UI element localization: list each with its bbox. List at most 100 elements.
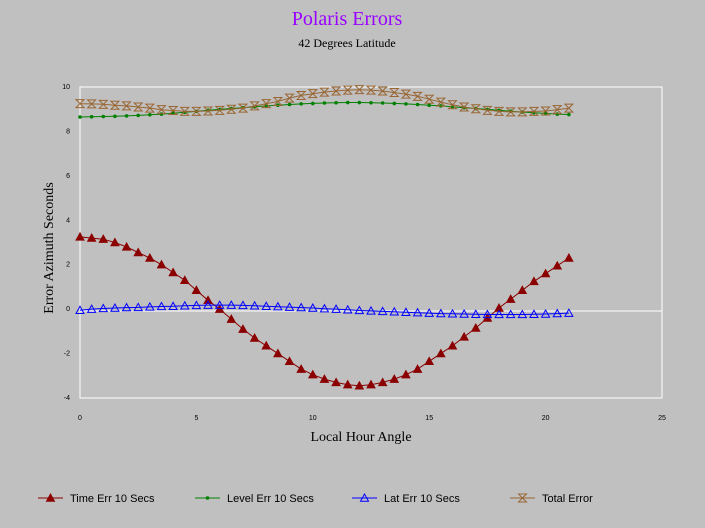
data-point [284,302,295,311]
y-tick-label: 8 [66,128,70,135]
data-point [168,267,178,277]
data-point [238,324,248,333]
axis-ticks: 0 5 10 15 20 25 -4 -2 0 2 4 6 8 10 [62,84,666,422]
data-point [124,114,129,118]
data-point [447,100,458,110]
data-point [435,348,446,358]
data-point [168,301,178,310]
legend-label: Level Err 10 Secs [227,493,314,505]
data-point [287,102,292,107]
x-tick-label: 0 [78,415,82,422]
data-point [424,356,435,366]
data-point [517,107,528,117]
legend-marker [359,492,370,502]
data-point [552,260,563,270]
data-point [357,100,362,105]
data-point [311,101,315,106]
data-point [366,305,376,315]
data-point [121,101,132,111]
data-point [529,276,539,286]
data-point [273,301,283,311]
data-point [482,105,493,115]
data-point [366,379,376,389]
data-point [132,102,144,112]
legend-item: Lat Err 10 Secs [352,492,460,505]
data-point [342,304,353,314]
data-point [98,99,109,109]
data-point [459,309,469,318]
data-point [447,340,458,350]
y-axis-label: Error Azimuth Seconds [42,182,57,313]
data-point [470,322,481,332]
data-point [552,308,563,318]
data-point [369,100,373,105]
data-point [494,309,504,319]
data-point [505,107,516,117]
y-tick-label: -2 [64,351,70,358]
data-point [354,380,365,390]
data-point [400,89,412,99]
data-point [226,300,237,309]
data-point [307,369,318,379]
series-line [79,304,569,315]
legend: Time Err 10 Secs Level Err 10 Secs Lat Err… [38,492,593,505]
data-point [365,85,377,95]
data-point [249,300,260,310]
data-point [470,309,481,318]
data-point [564,253,574,262]
x-tick-label: 20 [542,415,550,422]
data-point [447,308,458,318]
y-tick-label: 10 [62,84,70,91]
data-point [307,303,318,312]
data-point [435,308,446,318]
x-tick-label: 10 [309,415,317,422]
data-point [380,101,385,105]
data-point [237,103,249,113]
data-point [564,308,574,317]
data-point [319,87,330,97]
legend-marker [45,492,56,502]
data-point [179,300,190,310]
data-point [261,99,272,109]
legend-label: Lat Err 10 Secs [384,493,460,505]
data-point [109,100,121,110]
data-point [415,102,420,107]
data-point [156,259,167,269]
data-point [493,106,505,116]
data-point [470,104,481,114]
legend-marker [205,496,210,500]
data-point [389,306,400,316]
data-point [98,303,109,313]
data-point [299,102,303,106]
data-point [148,112,152,117]
data-point [540,309,551,318]
data-point [144,253,155,262]
data-point [144,103,156,113]
data-point [296,302,307,312]
data-point [86,304,97,313]
data-point [273,348,283,358]
x-tick-label: 15 [425,415,433,422]
legend-label: Total Error [542,493,593,505]
data-point [412,307,423,317]
data-point [458,102,470,112]
legend-item: Level Err 10 Secs [195,493,314,505]
data-point [331,304,341,313]
data-point [401,369,411,379]
chart-title: Polaris Errors [292,8,403,30]
data-point [133,302,144,312]
data-point [144,301,155,311]
data-point [435,97,447,107]
data-point [101,114,106,119]
data-point [78,115,82,119]
data-point [319,303,330,313]
data-point [191,285,202,294]
data-point [354,85,365,95]
data-point [552,105,563,115]
data-point [342,379,353,389]
data-point [86,233,97,242]
data-point [404,102,408,106]
data-point [389,88,400,98]
y-tick-label: 2 [66,262,70,269]
legend-label: Time Err 10 Secs [70,493,155,505]
